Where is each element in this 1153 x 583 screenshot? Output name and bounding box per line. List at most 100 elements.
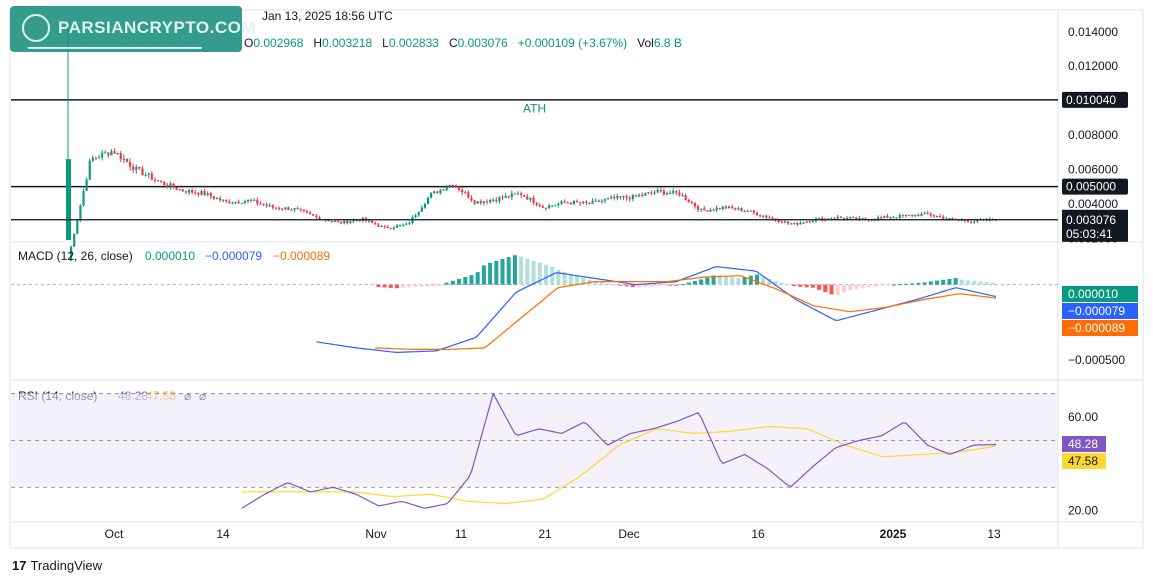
candle	[265, 204, 268, 207]
macd-histogram-bar	[506, 257, 511, 285]
macd-histogram-bar	[935, 280, 940, 285]
candle	[755, 212, 759, 216]
macd-line-value: −0.000079	[205, 249, 262, 263]
candle	[740, 208, 743, 212]
ohlc-l-value: 0.002833	[388, 36, 439, 50]
candle	[715, 207, 718, 211]
macd-histogram-bar	[686, 282, 691, 285]
candle	[836, 216, 839, 219]
rsi-ma-axis-label: 47.58	[1068, 454, 1098, 468]
candle	[889, 217, 892, 219]
macd-signal-axis-label-bg	[1062, 320, 1138, 336]
macd-histogram-bar	[773, 281, 778, 285]
candle	[728, 206, 731, 209]
candle	[976, 219, 979, 222]
macd-histogram-bar	[438, 284, 443, 286]
candle	[594, 200, 597, 202]
candle	[277, 207, 281, 209]
candle	[125, 158, 129, 163]
candle	[163, 181, 166, 185]
candle	[318, 217, 321, 220]
candle	[153, 179, 156, 181]
candle	[473, 200, 476, 204]
candle	[305, 211, 309, 213]
macd-histogram-bar	[512, 255, 517, 285]
macd-histogram-bar	[469, 275, 474, 285]
macd-histogram-bar	[848, 284, 853, 291]
macd-histogram-bar	[742, 277, 747, 285]
macd-histogram-bar	[500, 259, 505, 285]
candle	[262, 204, 265, 206]
candle	[101, 152, 104, 158]
macd-histogram-bar	[717, 275, 722, 285]
candle	[721, 206, 724, 210]
candle	[582, 201, 585, 204]
candle	[541, 206, 544, 208]
candle	[457, 186, 461, 190]
candle	[243, 201, 246, 203]
rsi-axis-tick: 20.00	[1068, 504, 1098, 518]
candle	[358, 220, 361, 222]
macd-histogram-bar	[978, 281, 983, 285]
candle	[852, 217, 855, 219]
x-axis-tick: 2025	[880, 527, 907, 541]
macd-histogram-bar	[531, 260, 536, 285]
footer-brand[interactable]: 17 TradingView	[12, 558, 102, 573]
macd-histogram-bar	[755, 274, 760, 285]
candle	[231, 202, 234, 204]
candle	[426, 197, 430, 205]
candle	[197, 192, 200, 195]
candle	[222, 199, 225, 201]
horizontal-line-label-bg	[1062, 91, 1128, 108]
macd-histogram-bar	[599, 282, 604, 285]
candle	[610, 196, 613, 199]
candle	[653, 192, 656, 194]
ohlc-l-label: L	[382, 36, 389, 50]
macd-histogram-bar	[699, 279, 704, 285]
candle	[417, 211, 420, 216]
candle	[187, 189, 191, 193]
candle	[212, 196, 215, 199]
candle	[554, 205, 557, 207]
macd-histogram-bar	[748, 275, 753, 285]
candle	[724, 206, 728, 209]
macd-histogram-bar	[556, 270, 561, 285]
header-date: Jan 13, 2025 18:56 UTC	[262, 9, 393, 23]
candle	[790, 223, 793, 225]
candle	[97, 157, 101, 159]
candle	[793, 222, 796, 225]
candle	[355, 220, 358, 222]
watermark-sub: ━━━━━━━━━━━━━━━━━━━━━━━━━━━━━━━━	[28, 43, 202, 53]
candle	[470, 197, 473, 201]
candle	[734, 208, 737, 210]
candle	[299, 208, 302, 210]
candle	[876, 217, 880, 220]
horizontal-line-label-bg	[1062, 178, 1128, 195]
candle	[448, 184, 451, 188]
price-axis-tick: 0.006000	[1068, 162, 1118, 176]
candle	[380, 225, 383, 227]
candle	[225, 199, 228, 202]
candle	[603, 199, 607, 201]
macd-histogram-bar	[649, 284, 654, 287]
chart-frame	[9, 9, 1144, 549]
candle	[613, 196, 616, 199]
candle	[172, 183, 175, 188]
candle	[495, 199, 498, 202]
candle	[662, 191, 665, 195]
candle	[892, 217, 895, 219]
candle	[209, 193, 212, 197]
candle	[268, 205, 271, 207]
macd-histogram-bar	[817, 284, 822, 290]
candle	[79, 205, 82, 220]
candle	[430, 193, 433, 198]
candle	[796, 222, 799, 225]
candle	[529, 197, 532, 200]
macd-histogram-bar	[668, 284, 673, 286]
candle	[690, 202, 693, 204]
candle	[687, 199, 690, 203]
candle	[218, 198, 222, 201]
rsi-axis-tick: 60.00	[1068, 410, 1098, 424]
candle	[665, 193, 669, 195]
candle	[128, 162, 132, 167]
